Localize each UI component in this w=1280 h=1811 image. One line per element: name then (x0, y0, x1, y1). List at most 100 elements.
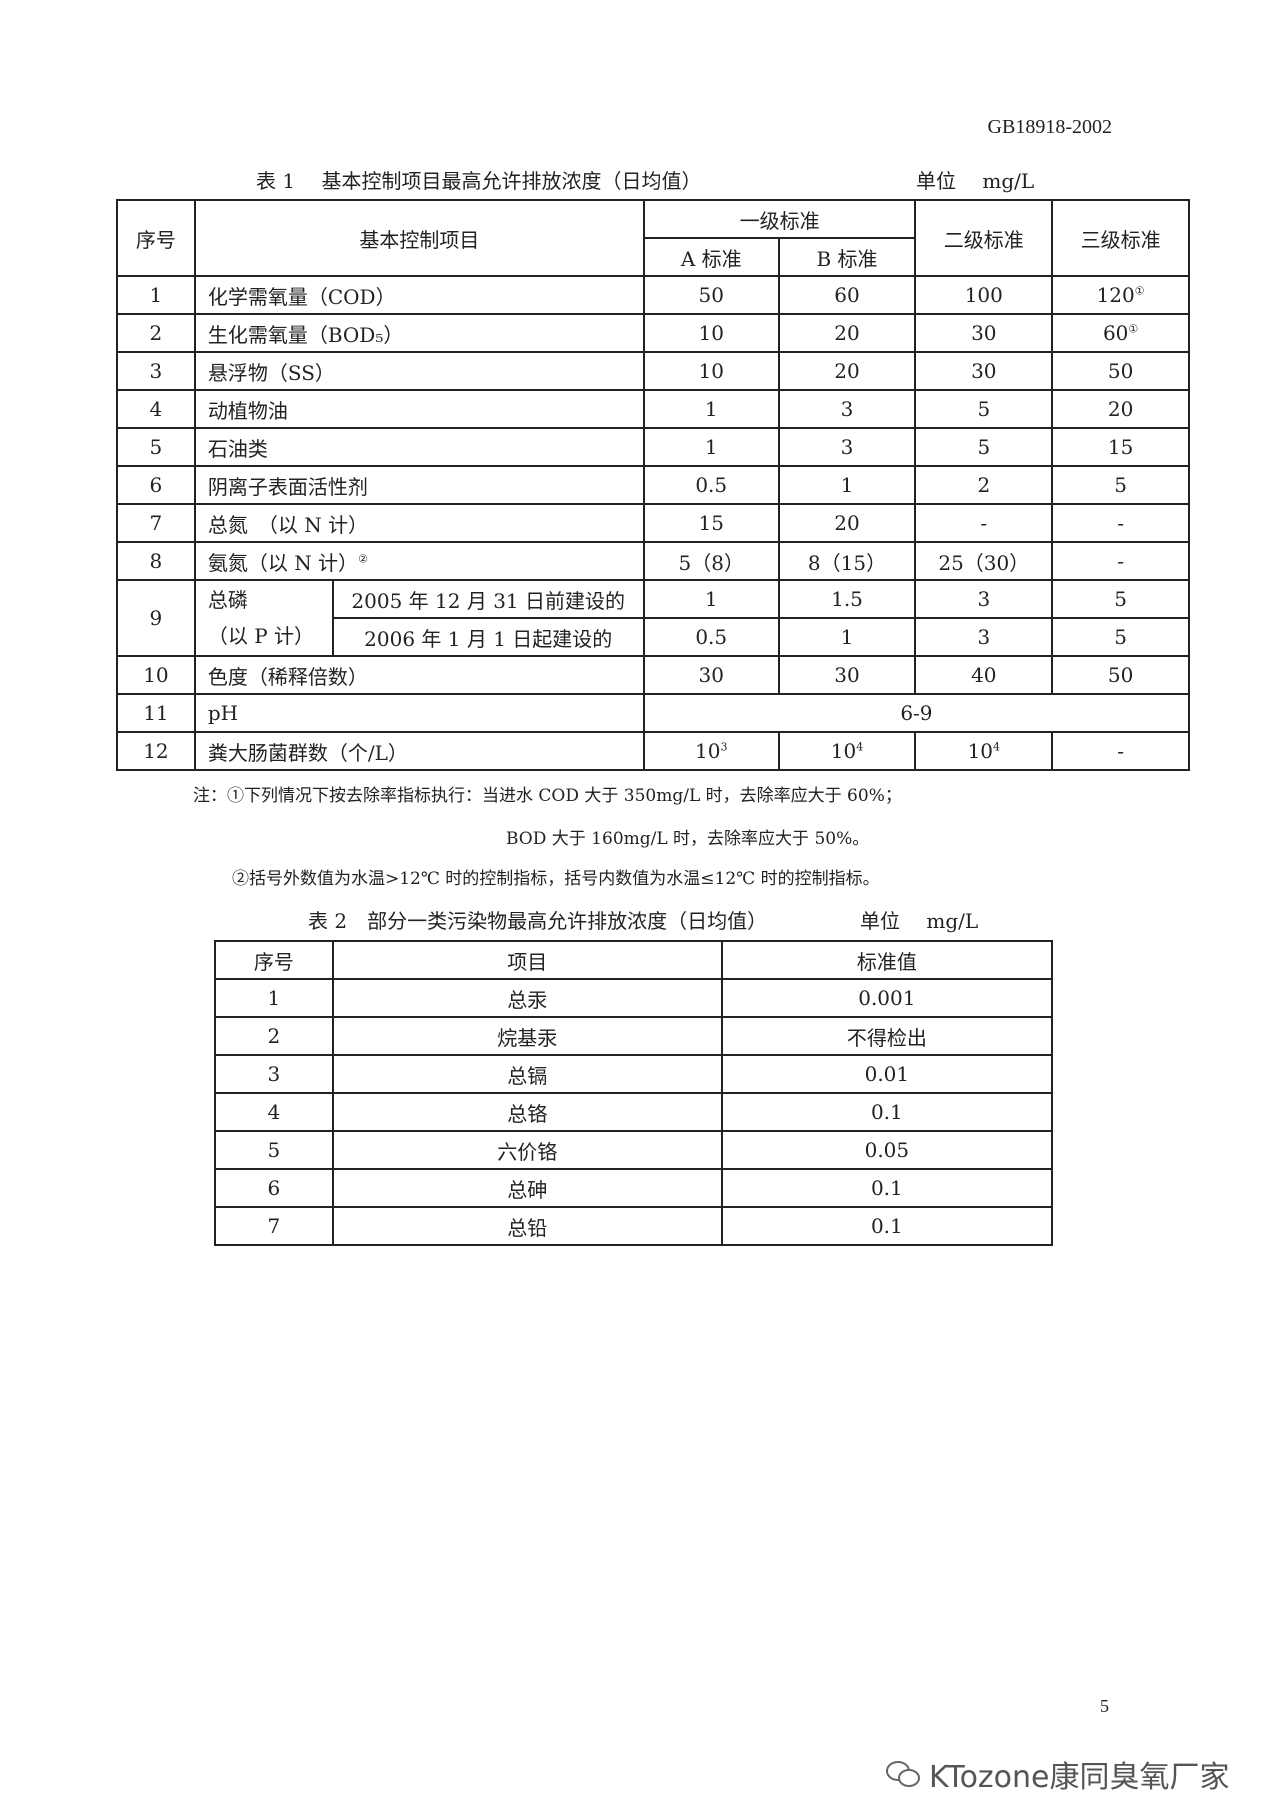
value: - (1117, 511, 1124, 535)
header-a: A 标准 (642, 237, 780, 277)
item-cell: 悬浮物（SS） (193, 351, 645, 391)
table-cell: 5 (914, 427, 1054, 467)
base: 10 (967, 739, 994, 763)
header-grade1: 一级标准 (642, 199, 917, 239)
table-row: 2006 年 1 月 1 日起建设的 0.5 1 3 5 (117, 617, 1190, 657)
table-row: 4 总铬 0.1 (214, 1092, 1054, 1132)
note-2: ②括号外数值为水温>12℃ 时的控制指标，括号内数值为水温≤12℃ 时的控制指标… (232, 869, 880, 889)
table-cell: 0.1 (720, 1092, 1054, 1132)
table-cell: 总铅 (331, 1206, 723, 1246)
sub-item-label: 2006 年 1 月 1 日起建设的 (331, 617, 645, 657)
table-cell: 120① (1051, 275, 1190, 315)
table-cell: 6 (116, 465, 196, 505)
table-row: 1 总汞 0.001 (214, 978, 1054, 1018)
sub-item-label: 2005 年 12 月 31 日前建设的 (331, 579, 645, 619)
table-row: 6 总砷 0.1 (214, 1168, 1054, 1208)
footnote-mark: ① (1128, 322, 1139, 336)
table-cell: 3 (914, 617, 1054, 657)
table-cell: 1 (642, 579, 780, 619)
table-cell: 0.1 (720, 1168, 1054, 1208)
table-cell: 5 (1051, 465, 1190, 505)
table-cell: 5 (214, 1130, 334, 1170)
table-cell: 六价铬 (331, 1130, 723, 1170)
table-cell: 5 (1051, 617, 1190, 657)
table-row: 12 粪大肠菌群数（个/L） 103 104 104- (116, 731, 1190, 771)
table1-caption: 表 1 基本控制项目最高允许排放浓度（日均值） (256, 169, 702, 193)
table1-unit: 单位 mg/L (916, 169, 1035, 193)
note-1: 注：①下列情况下按去除率指标执行：当进水 COD 大于 350mg/L 时，去除… (193, 786, 902, 806)
table-cell: 20 (777, 503, 917, 543)
table-cell: 2 (214, 1016, 334, 1056)
table-cell: 11 (116, 693, 196, 733)
table1-subheader-row: A 标准 B 标准 (117, 237, 1189, 277)
table-cell: 2 (116, 313, 196, 353)
table-cell: 总汞 (331, 978, 723, 1018)
table-cell: 3 (914, 579, 1054, 619)
base: 10 (830, 739, 857, 763)
table-cell: 15 (642, 503, 780, 543)
table-row: 6 阴离子表面活性剂 0.5 1 2 5 (116, 465, 1190, 505)
value: 5 (1114, 473, 1127, 497)
table-cell: 30 (914, 351, 1054, 391)
value: 50 (1107, 359, 1134, 383)
table-cell: 3 (777, 389, 917, 429)
table-cell: 3 (116, 351, 196, 391)
table-cell: 50 (1051, 351, 1190, 391)
base: 10 (695, 739, 721, 763)
table1: 序号 基本控制项目 一级标准 二级标准 三级标准 A 标准 B 标准 1 化学需氧… (116, 199, 1191, 771)
table-cell: 5 (1051, 579, 1190, 619)
exponent: 4 (856, 740, 864, 754)
item-name: 动植物油 (207, 398, 288, 423)
table-row: 2 烷基汞 不得检出 (214, 1016, 1054, 1056)
table-row: 序号 项目 标准值 (214, 940, 1054, 980)
table-cell: 15 (1051, 427, 1190, 467)
table-cell: 1 (214, 978, 334, 1018)
table2-header: 标准值 (720, 940, 1054, 980)
table-cell: 4 (116, 389, 196, 429)
table-cell: 0.1 (720, 1206, 1054, 1246)
table-cell: 40 (914, 655, 1054, 695)
header-no: 序号 (116, 199, 196, 277)
value: 15 (1107, 435, 1134, 459)
table-cell: 20 (777, 313, 917, 353)
table-row: 7 总氮 （以 N 计） 15 20- - (116, 503, 1190, 543)
wechat-icon (886, 1761, 920, 1787)
table-cell: 10 (642, 313, 780, 353)
table-cell: 1 (777, 465, 917, 505)
note-1-cont: BOD 大于 160mg/L 时，去除率应大于 50%。 (506, 829, 870, 849)
table1-header-row: 序号 基本控制项目 一级标准 二级标准 三级标准 (116, 199, 1190, 277)
table-cell: 0.5 (642, 617, 780, 657)
standard-code: GB18918-2002 (987, 116, 1112, 138)
exponent: 4 (993, 740, 1001, 754)
table-cell: 总镉 (331, 1054, 723, 1094)
table-cell: 10 (116, 655, 196, 695)
item-cell: pH (193, 693, 645, 733)
item-name: 生化需氧量（BOD₅） (207, 322, 404, 347)
table-cell: 5 (116, 427, 196, 467)
item-cell: 氨氮（以 N 计）② (193, 541, 645, 581)
table-cell: 20 (777, 351, 917, 391)
table2: 序号 项目 标准值 1 总汞 0.001 2 烷基汞 不得检出 3 总镉 0.01 4 总铬 0.1 5 六价铬… (214, 940, 1054, 1246)
table-cell: 6 (214, 1168, 334, 1208)
table-cell: 2 (914, 465, 1054, 505)
item-name-2: （以 P 计） (207, 624, 315, 648)
table-cell: 30 (642, 655, 780, 695)
table-row: 5 石油类 1 3 5 15 (116, 427, 1190, 467)
page-number: 5 (1100, 1696, 1109, 1716)
table-cell: 总砷 (331, 1168, 723, 1208)
table-cell: 总铬 (331, 1092, 723, 1132)
table-row: 5 六价铬 0.05 (214, 1130, 1054, 1170)
header-item: 基本控制项目 (193, 199, 645, 277)
table-row: 9 总磷 （以 P 计） 2005 年 12 月 31 日前建设的 1 1.5 3 5 (116, 579, 1190, 657)
table2-unit: 单位 mg/L (860, 909, 979, 933)
watermark-text: KTozone康同臭氧厂家 (929, 1760, 1230, 1795)
table-cell: 7 (214, 1206, 334, 1246)
table-cell: - (1051, 731, 1190, 771)
table-cell: 12 (116, 731, 196, 771)
table-cell: 1 (642, 389, 780, 429)
table-row: 3 悬浮物（SS） 10 20 30 50 (116, 351, 1190, 391)
item-name: 总氮 （以 N 计） (207, 512, 369, 537)
table-cell: 50 (642, 275, 780, 315)
table-cell: 不得检出 (720, 1016, 1054, 1056)
